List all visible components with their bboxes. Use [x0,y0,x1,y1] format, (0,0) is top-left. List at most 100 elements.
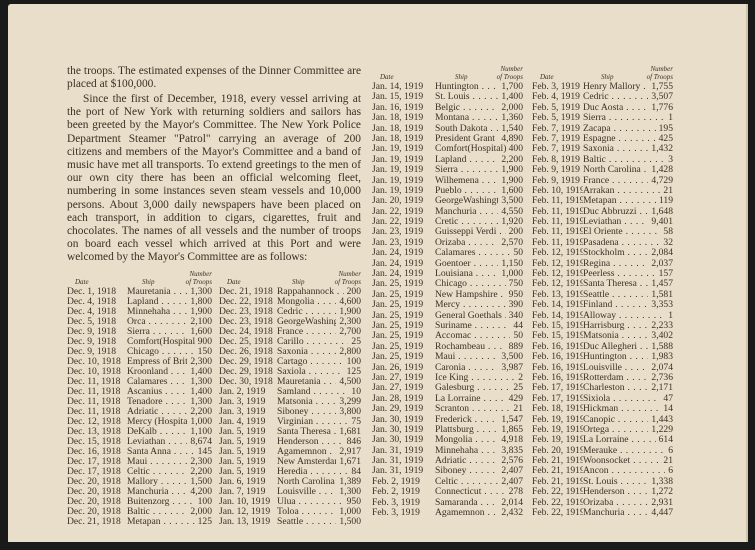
table-row: Dec. 23, 1918 Cedric1,900 [219,307,361,317]
date-cell: Dec. 9, 1918 [67,327,117,337]
troops-cell: 4,918 [498,435,523,446]
ship-cell: Sierra [127,327,187,337]
table-row: Jan. 25, 1919 New Hampshire950 [372,289,523,301]
table-row: Feb. 7, 1919Saxonia1,432 [532,144,673,155]
troops-cell: 3,800 [336,407,361,417]
date-cell: Jan. 19, 1919 [372,144,424,155]
ship-cell: Mallory [127,477,187,487]
ship-cell: Merauke [583,446,665,456]
date-cell: Feb. 3, 1919 [372,497,420,508]
table-row: Feb. 14, 1919Finland3,353 [532,300,673,311]
troops-cell: 25 [510,383,523,394]
ship-cell: Siboney [435,466,498,476]
troops-cell: 1,428 [648,165,673,176]
ship-cell: Regina [583,259,648,269]
date-cell: Dec. 16, 1918 [67,447,121,457]
date-cell: Dec. 9, 1918 [67,337,117,347]
date-cell: Dec. 23, 1918 [219,317,273,327]
table-row: Jan. 18, 1919 South Dakota1,540 [372,123,523,134]
date-cell: Jan. 29, 1919 [372,404,424,415]
ship-cell: Finland [583,300,648,310]
table-row: Jan. 16, 1919 Belgic2,000 [372,102,523,114]
table-row: Dec. 15, 1918 Leviathan8,674 [67,437,212,447]
troops-cell: 1,300 [187,287,212,297]
header-number-line1: Number [189,270,212,278]
date-cell: Dec. 1, 1918 [67,287,117,297]
date-cell: Dec. 11, 1918 [67,407,121,417]
ship-cell: Mauretania [127,287,187,297]
table-row: Dec. 24, 1918 France2,700 [219,327,361,337]
troops-cell: 2,800 [336,347,361,357]
ship-cell: Adriatic [435,456,498,466]
table-row: Jan. 2, 1919 Samland10 [219,387,361,397]
ship-cell: Sixiola [583,394,660,404]
table-row: Dec. 29, 1918 Saxiola125 [219,367,361,377]
troops-cell: 1,272 [648,487,673,498]
ship-cell: El Oriente [583,227,660,237]
date-cell: Feb. 15, 1919 [532,320,583,331]
table-row: Feb. 12, 1919Regina2,037 [532,258,673,270]
ship-cell: Peerless [583,269,656,279]
table-row: Feb. 9, 1919France4,729 [532,175,673,186]
ship-cell: St. Louis [435,92,498,102]
table-row: Jan. 14, 1919 Huntington1,700 [372,82,523,93]
table-row: Feb. 10, 1919Arrakan21 [532,185,673,197]
date-cell: Jan. 19, 1919 [372,165,424,176]
table-row: Dec. 17, 1918 Celtic2,200 [67,467,212,477]
troops-cell: 145 [194,447,212,457]
ship-cell: Toloa [277,507,336,517]
table-row: Jan. 22, 1919 Cretic1,920 [372,217,523,228]
troops-cell: 1,500 [187,477,212,487]
table-header: Date Ship Number of Troops [219,269,361,287]
troops-cell: 25 [348,337,361,347]
table-row: Dec. 11, 1918 Ascanius1,400 [67,387,212,397]
date-cell: Feb. 22, 1919 [532,497,583,508]
table-row: Jan. 7, 1919 Louisville1,300 [219,487,361,497]
date-cell: Jan. 5, 1919 [219,457,266,467]
date-cell: Jan. 5, 1919 [219,447,266,457]
date-cell: Dec. 20, 1918 [67,487,121,497]
ship-cell: Comfort(Hospital) [435,144,506,154]
troops-cell: 1 [665,113,673,124]
ship-cell: Frederick [435,415,498,425]
date-cell: Jan. 23, 1919 [372,237,424,248]
header-number-of-troops: Number of Troops [335,270,361,286]
troops-cell: 846 [343,437,361,447]
ship-cell: La Lorraine [435,394,506,404]
troops-cell: 2,037 [648,258,673,270]
troops-cell: 2,171 [648,383,673,394]
troops-cell: 1,865 [498,424,523,436]
table-row: Feb. 12, 1919Peerless157 [532,269,673,280]
table-row: Dec. 4, 1918 Minnehaha1,900 [67,307,212,317]
table-row: Jan. 24, 1919 Goentoer1,150 [372,258,523,270]
table-row: Dec. 12, 1918 Mercy (Hospital)1,000 [67,417,212,427]
ship-cell: Pueblo [435,186,498,196]
table-row: Jan. 3, 1919 Siboney3,800 [219,407,361,417]
ship-cell: Stockholm [583,248,648,258]
troops-cell: 1,900 [187,307,212,317]
troops-cell: 390 [505,300,523,311]
date-cell: Jan. 28, 1919 [372,393,424,404]
date-cell: Jan. 20, 1919 [372,196,424,207]
table-row: Feb. 16, 1919Huntington1,983 [532,352,673,363]
date-cell: Feb. 12, 1919 [532,258,583,269]
troops-cell: 21 [660,185,673,197]
ship-cell: St. Louis [583,477,648,487]
ship-cell: Arrakan [583,186,660,196]
date-cell: Feb. 21, 1919 [532,456,583,467]
troops-cell: 2,917 [336,447,361,457]
table-row: Jan. 12, 1919 Toloa1,000 [219,507,361,517]
date-cell: Jan. 19, 1919 [372,175,424,186]
troops-cell: 3,500 [498,196,523,207]
ship-cell: Kroonland [127,367,187,377]
ship-cell: Lapland [127,297,187,307]
date-cell: Jan. 4, 1919 [219,417,266,427]
date-cell: Jan. 5, 1919 [219,427,266,437]
ship-cell: Louisiana [435,269,498,279]
table-row: Jan. 20, 1919 GeorgeWashington3,500 [372,196,523,207]
troops-cell: 1,671 [336,457,361,467]
ship-cell: Baltic [583,155,665,165]
troops-cell: 1,000 [498,269,523,280]
ship-cell: France [277,327,336,337]
